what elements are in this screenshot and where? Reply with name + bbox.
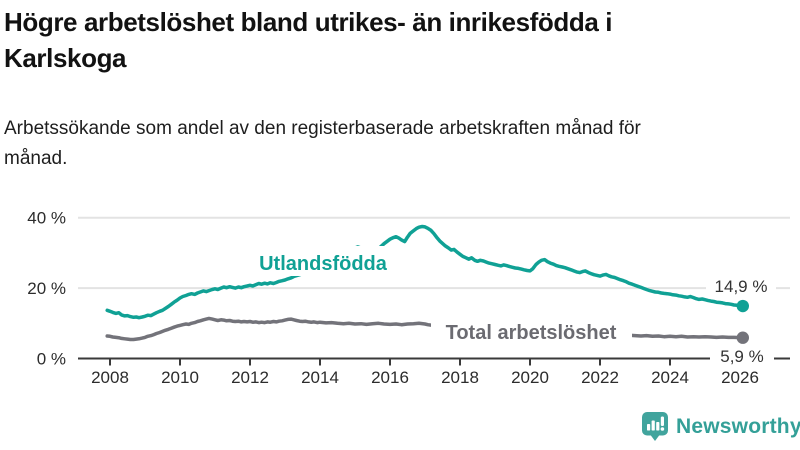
end-label-bg — [706, 276, 776, 296]
x-tick-label: 2012 — [231, 368, 269, 387]
x-tick-label: 2026 — [721, 368, 759, 387]
x-tick-label: 2008 — [91, 368, 129, 387]
x-tick-label: 2010 — [161, 368, 199, 387]
x-tick-label: 2022 — [581, 368, 619, 387]
series-label-bg — [244, 246, 402, 276]
newsworthy-brand-text: Newsworthy — [676, 414, 800, 438]
x-tick-label: 2014 — [301, 368, 339, 387]
endpoint-dot-total — [736, 331, 749, 344]
endpoint-dot-utlandsfodda — [736, 299, 749, 313]
x-tick-label: 2024 — [651, 368, 689, 387]
series-label-bg — [431, 315, 632, 347]
series-label-utlandsfodda: Utlandsfödda — [259, 253, 388, 275]
page-title: Högre arbetslöshet bland utrikes- än inr… — [4, 7, 613, 73]
end-value-label: 5,9 % — [720, 347, 763, 366]
x-tick-label: 2016 — [371, 368, 409, 387]
x-tick-label: 2020 — [511, 368, 549, 387]
series-label-total: Total arbetslöshet — [446, 322, 617, 344]
x-tick-label: 2018 — [441, 368, 479, 387]
newsworthy-icon — [642, 412, 668, 441]
y-tick-label: 40 % — [27, 209, 66, 228]
series-line-utlandsfodda — [105, 224, 745, 320]
newsworthy-logo[interactable]: Newsworthy — [641, 411, 800, 442]
series-line-total — [105, 316, 745, 342]
y-tick-label: 20 % — [27, 279, 66, 298]
end-value-label: 14,9 % — [715, 277, 768, 296]
page-subtitle: Arbetssökande som andel av den registerb… — [4, 118, 641, 170]
end-label-bg — [710, 347, 774, 367]
y-tick-label: 0 % — [37, 350, 66, 369]
